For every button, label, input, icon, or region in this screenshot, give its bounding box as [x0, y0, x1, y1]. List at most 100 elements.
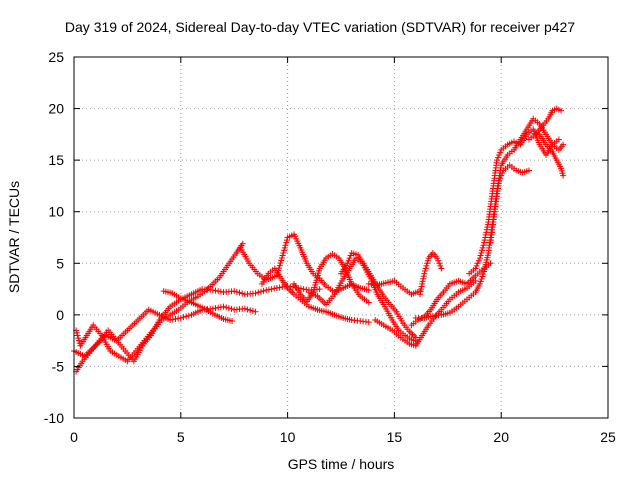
series-track-1	[73, 240, 246, 365]
y-tick-label: 0	[56, 307, 64, 323]
data-point-marker	[247, 307, 254, 314]
data-point-marker	[499, 170, 506, 177]
y-axis-label: SDTVAR / TECUs	[6, 180, 22, 294]
data-point-marker	[239, 290, 246, 297]
data-point-marker	[420, 273, 427, 280]
data-point-marker	[273, 285, 280, 292]
data-point-marker	[423, 262, 430, 269]
data-point-marker	[417, 291, 424, 298]
data-point-marker	[225, 305, 232, 312]
data-point-marker	[217, 288, 224, 295]
series-track-13	[417, 249, 445, 298]
data-point-marker	[277, 260, 284, 267]
series-track-4	[160, 288, 236, 325]
data-point-marker	[435, 257, 442, 264]
data-point-marker	[249, 307, 256, 314]
chart-title: Day 319 of 2024, Sidereal Day-to-day VTE…	[64, 19, 576, 35]
series-track-17	[525, 105, 565, 143]
data-point-marker	[228, 305, 235, 312]
data-point-marker	[75, 337, 82, 344]
data-point-marker	[498, 172, 505, 179]
data-point-marker	[494, 154, 501, 161]
data-point-marker	[278, 257, 285, 264]
data-point-marker	[473, 262, 480, 269]
data-point-marker	[474, 260, 481, 267]
data-point-marker	[167, 317, 174, 324]
data-point-marker	[476, 255, 483, 262]
data-point-marker	[75, 335, 82, 342]
data-point-marker	[255, 289, 262, 296]
data-point-marker	[283, 239, 290, 246]
data-point-marker	[283, 237, 290, 244]
series-track-6	[258, 265, 372, 326]
data-point-marker	[212, 287, 219, 294]
data-point-marker	[297, 285, 304, 292]
data-point-marker	[215, 288, 222, 295]
data-point-marker	[229, 318, 236, 325]
data-point-marker	[484, 221, 491, 228]
data-point-marker	[419, 278, 426, 285]
data-point-marker	[422, 268, 429, 275]
data-point-marker	[421, 270, 428, 277]
data-point-marker	[481, 237, 488, 244]
data-point-marker	[422, 265, 429, 272]
data-point-marker	[220, 303, 227, 310]
data-point-marker	[183, 313, 190, 320]
data-point-marker	[239, 240, 246, 247]
data-point-marker	[276, 284, 283, 291]
data-point-marker	[281, 247, 288, 254]
data-points	[71, 105, 567, 375]
data-point-marker	[300, 286, 307, 293]
data-point-marker	[281, 244, 288, 251]
data-point-marker	[282, 242, 289, 249]
series-track-9	[338, 249, 419, 341]
data-point-marker	[231, 288, 238, 295]
data-point-marker	[265, 286, 272, 293]
series-track-8	[305, 255, 421, 345]
data-point-marker	[484, 224, 491, 231]
data-point-marker	[472, 265, 479, 272]
data-point-marker	[555, 136, 562, 143]
data-point-marker	[481, 239, 488, 246]
data-point-marker	[260, 287, 267, 294]
data-point-marker	[347, 252, 354, 259]
data-point-marker	[268, 286, 275, 293]
data-point-marker	[345, 257, 352, 264]
data-point-marker	[419, 280, 426, 287]
data-point-marker	[209, 287, 216, 294]
plot-frame	[73, 56, 609, 419]
data-point-marker	[420, 275, 427, 282]
y-tick-label: 20	[48, 101, 64, 117]
data-point-marker	[483, 229, 490, 236]
axes: 0 5 10 15 20 25 -10 -5 0 5 10 15 20 25	[44, 49, 616, 445]
data-point-marker	[436, 260, 443, 267]
data-point-marker	[172, 315, 179, 322]
grid	[74, 57, 608, 418]
data-point-marker	[169, 316, 176, 323]
series-track-10	[365, 277, 424, 298]
data-point-marker	[215, 304, 222, 311]
data-point-marker	[316, 286, 323, 293]
data-point-marker	[483, 226, 490, 233]
data-point-marker	[472, 277, 479, 284]
y-tick-label: 5	[56, 255, 64, 271]
data-point-marker	[271, 285, 278, 292]
data-point-marker	[496, 177, 503, 184]
data-point-marker	[496, 151, 503, 158]
data-point-marker	[480, 242, 487, 249]
data-point-marker	[365, 287, 372, 294]
data-point-marker	[185, 312, 192, 319]
series-track-11	[372, 277, 479, 349]
series-track-12	[408, 260, 494, 329]
data-point-marker	[346, 255, 353, 262]
data-point-marker	[412, 334, 419, 341]
data-point-marker	[223, 304, 230, 311]
data-point-marker	[73, 329, 80, 336]
data-point-marker	[418, 286, 425, 293]
data-point-marker	[438, 265, 445, 272]
data-point-marker	[280, 249, 287, 256]
y-tick-label: 25	[48, 49, 64, 65]
data-point-marker	[478, 249, 485, 256]
data-point-marker	[252, 308, 259, 315]
x-tick-label: 5	[177, 429, 185, 445]
